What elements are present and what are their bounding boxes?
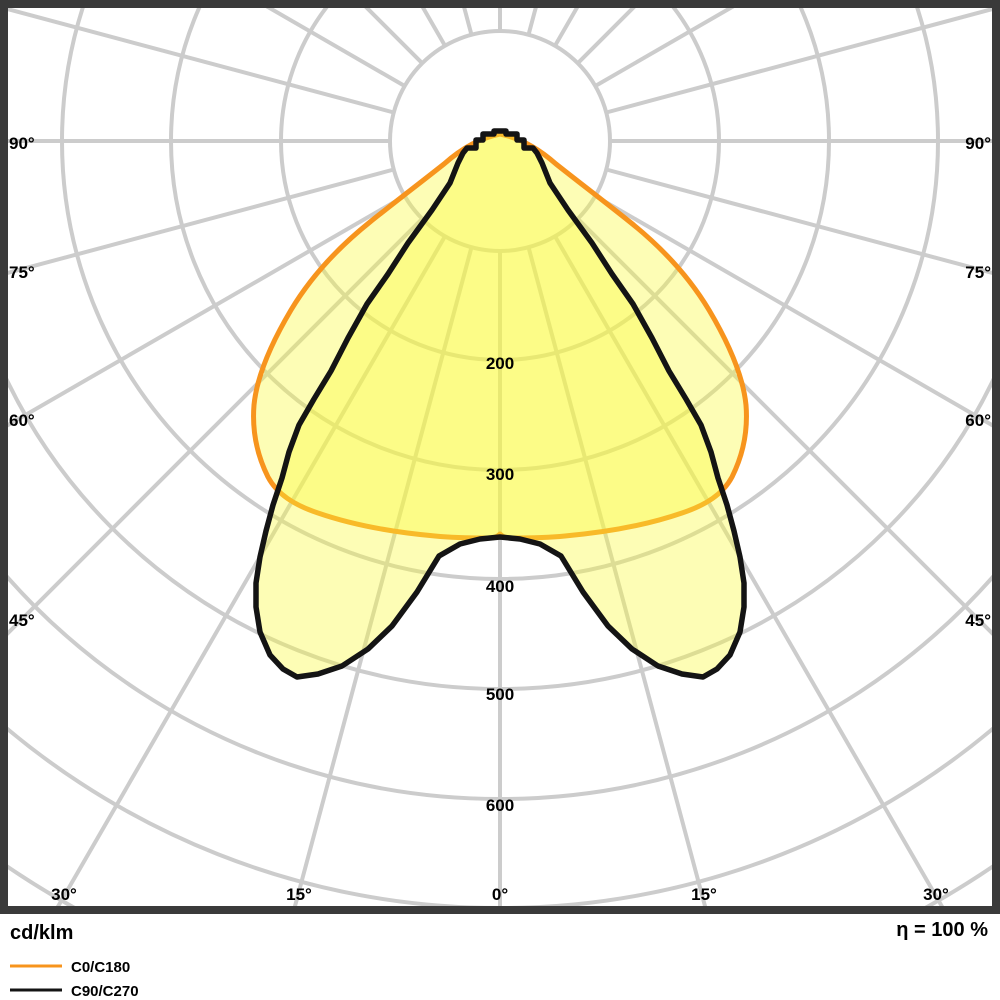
radial-unit-label: cd/klm [10,922,73,944]
legend-label-c0-c180: C0/C180 [71,959,130,976]
angle-label-bottom-0: 0° [492,885,508,904]
radial-label-200: 200 [486,354,514,373]
c0-c180-curve [251,131,749,541]
angle-label-left-90: 90° [9,134,35,153]
efficiency-label: η = 100 % [896,919,988,941]
angle-label-right-60: 60° [965,411,991,430]
radial-label-600: 600 [486,796,514,815]
radial-axis-labels: 200 300 400 500 600 [486,354,514,815]
c90-c270-curve [253,128,747,680]
legend: C0/C180 C90/C270 [10,959,139,1000]
angle-label-right-75: 75° [965,263,991,282]
angle-label-bottom-left-15: 15° [286,885,312,904]
angle-label-right-45: 45° [965,611,991,630]
radial-label-400: 400 [486,577,514,596]
angle-label-left-60: 60° [9,411,35,430]
plot-frame [0,0,1000,914]
angle-label-bottom-right-15: 15° [691,885,717,904]
legend-label-c90-c270: C90/C270 [71,983,139,1000]
angle-label-left-45: 45° [9,611,35,630]
angle-label-left-75: 75° [9,263,35,282]
angle-labels: 90° 75° 60° 45° 90° 75° 60° 45° 30° 15° … [9,134,991,904]
angle-label-bottom-left-30: 30° [51,885,77,904]
angle-label-right-90: 90° [965,134,991,153]
radial-label-300: 300 [486,465,514,484]
radial-label-500: 500 [486,685,514,704]
angle-label-bottom-right-30: 30° [923,885,949,904]
